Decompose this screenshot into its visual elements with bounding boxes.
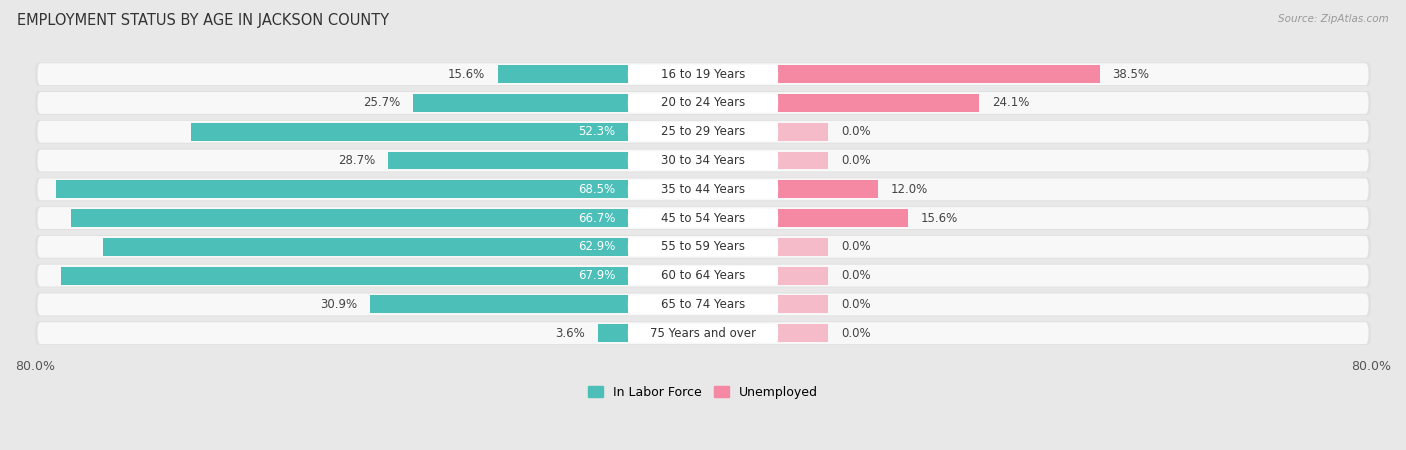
FancyBboxPatch shape: [35, 264, 1371, 288]
Bar: [778, 296, 828, 313]
Legend: In Labor Force, Unemployed: In Labor Force, Unemployed: [588, 386, 818, 399]
FancyBboxPatch shape: [38, 149, 1368, 171]
FancyBboxPatch shape: [628, 266, 778, 285]
Text: 52.3%: 52.3%: [578, 125, 616, 138]
Text: 16 to 19 Years: 16 to 19 Years: [661, 68, 745, 81]
Bar: [103, 238, 628, 256]
Bar: [778, 238, 828, 256]
Bar: [370, 296, 628, 313]
Text: 65 to 74 Years: 65 to 74 Years: [661, 298, 745, 311]
Text: 15.6%: 15.6%: [921, 212, 957, 225]
FancyBboxPatch shape: [35, 91, 1371, 115]
Text: 55 to 59 Years: 55 to 59 Years: [661, 240, 745, 253]
Bar: [778, 94, 980, 112]
FancyBboxPatch shape: [628, 65, 778, 84]
Text: 20 to 24 Years: 20 to 24 Years: [661, 96, 745, 109]
Text: 60 to 64 Years: 60 to 64 Years: [661, 269, 745, 282]
FancyBboxPatch shape: [38, 293, 1368, 315]
Text: 45 to 54 Years: 45 to 54 Years: [661, 212, 745, 225]
Text: 38.5%: 38.5%: [1112, 68, 1149, 81]
FancyBboxPatch shape: [35, 177, 1371, 201]
FancyBboxPatch shape: [628, 209, 778, 227]
FancyBboxPatch shape: [628, 295, 778, 314]
FancyBboxPatch shape: [35, 206, 1371, 230]
Text: 0.0%: 0.0%: [841, 154, 870, 167]
Bar: [778, 267, 828, 284]
Text: 24.1%: 24.1%: [991, 96, 1029, 109]
Bar: [598, 324, 628, 342]
FancyBboxPatch shape: [628, 151, 778, 170]
Text: 12.0%: 12.0%: [891, 183, 928, 196]
FancyBboxPatch shape: [628, 122, 778, 141]
Text: 3.6%: 3.6%: [555, 327, 585, 340]
FancyBboxPatch shape: [35, 321, 1371, 345]
Bar: [778, 209, 908, 227]
FancyBboxPatch shape: [35, 235, 1371, 259]
Text: 28.7%: 28.7%: [339, 154, 375, 167]
Bar: [56, 180, 628, 198]
Bar: [388, 152, 628, 170]
Text: 30.9%: 30.9%: [321, 298, 357, 311]
Text: 68.5%: 68.5%: [578, 183, 616, 196]
FancyBboxPatch shape: [628, 180, 778, 198]
Bar: [191, 123, 628, 141]
Text: 0.0%: 0.0%: [841, 240, 870, 253]
FancyBboxPatch shape: [628, 94, 778, 112]
Text: 62.9%: 62.9%: [578, 240, 616, 253]
FancyBboxPatch shape: [38, 207, 1368, 229]
FancyBboxPatch shape: [35, 120, 1371, 144]
FancyBboxPatch shape: [38, 121, 1368, 143]
FancyBboxPatch shape: [35, 149, 1371, 172]
Text: 66.7%: 66.7%: [578, 212, 616, 225]
Text: 75 Years and over: 75 Years and over: [650, 327, 756, 340]
FancyBboxPatch shape: [38, 63, 1368, 85]
FancyBboxPatch shape: [628, 324, 778, 342]
Text: 25 to 29 Years: 25 to 29 Years: [661, 125, 745, 138]
FancyBboxPatch shape: [35, 63, 1371, 86]
FancyBboxPatch shape: [38, 322, 1368, 344]
Bar: [778, 180, 879, 198]
Text: EMPLOYMENT STATUS BY AGE IN JACKSON COUNTY: EMPLOYMENT STATUS BY AGE IN JACKSON COUN…: [17, 14, 389, 28]
Text: 67.9%: 67.9%: [578, 269, 616, 282]
Text: 25.7%: 25.7%: [364, 96, 401, 109]
Text: 30 to 34 Years: 30 to 34 Years: [661, 154, 745, 167]
FancyBboxPatch shape: [38, 178, 1368, 200]
FancyBboxPatch shape: [38, 265, 1368, 287]
Text: 15.6%: 15.6%: [449, 68, 485, 81]
Text: 35 to 44 Years: 35 to 44 Years: [661, 183, 745, 196]
Bar: [778, 123, 828, 141]
Text: 0.0%: 0.0%: [841, 269, 870, 282]
Bar: [778, 152, 828, 170]
Bar: [413, 94, 628, 112]
Text: 0.0%: 0.0%: [841, 327, 870, 340]
Text: 0.0%: 0.0%: [841, 125, 870, 138]
Text: Source: ZipAtlas.com: Source: ZipAtlas.com: [1278, 14, 1389, 23]
Bar: [778, 65, 1099, 83]
FancyBboxPatch shape: [628, 238, 778, 256]
FancyBboxPatch shape: [38, 92, 1368, 114]
Text: 0.0%: 0.0%: [841, 298, 870, 311]
FancyBboxPatch shape: [35, 292, 1371, 316]
Bar: [778, 324, 828, 342]
Bar: [70, 209, 628, 227]
FancyBboxPatch shape: [38, 236, 1368, 258]
Bar: [498, 65, 628, 83]
Bar: [60, 267, 628, 284]
